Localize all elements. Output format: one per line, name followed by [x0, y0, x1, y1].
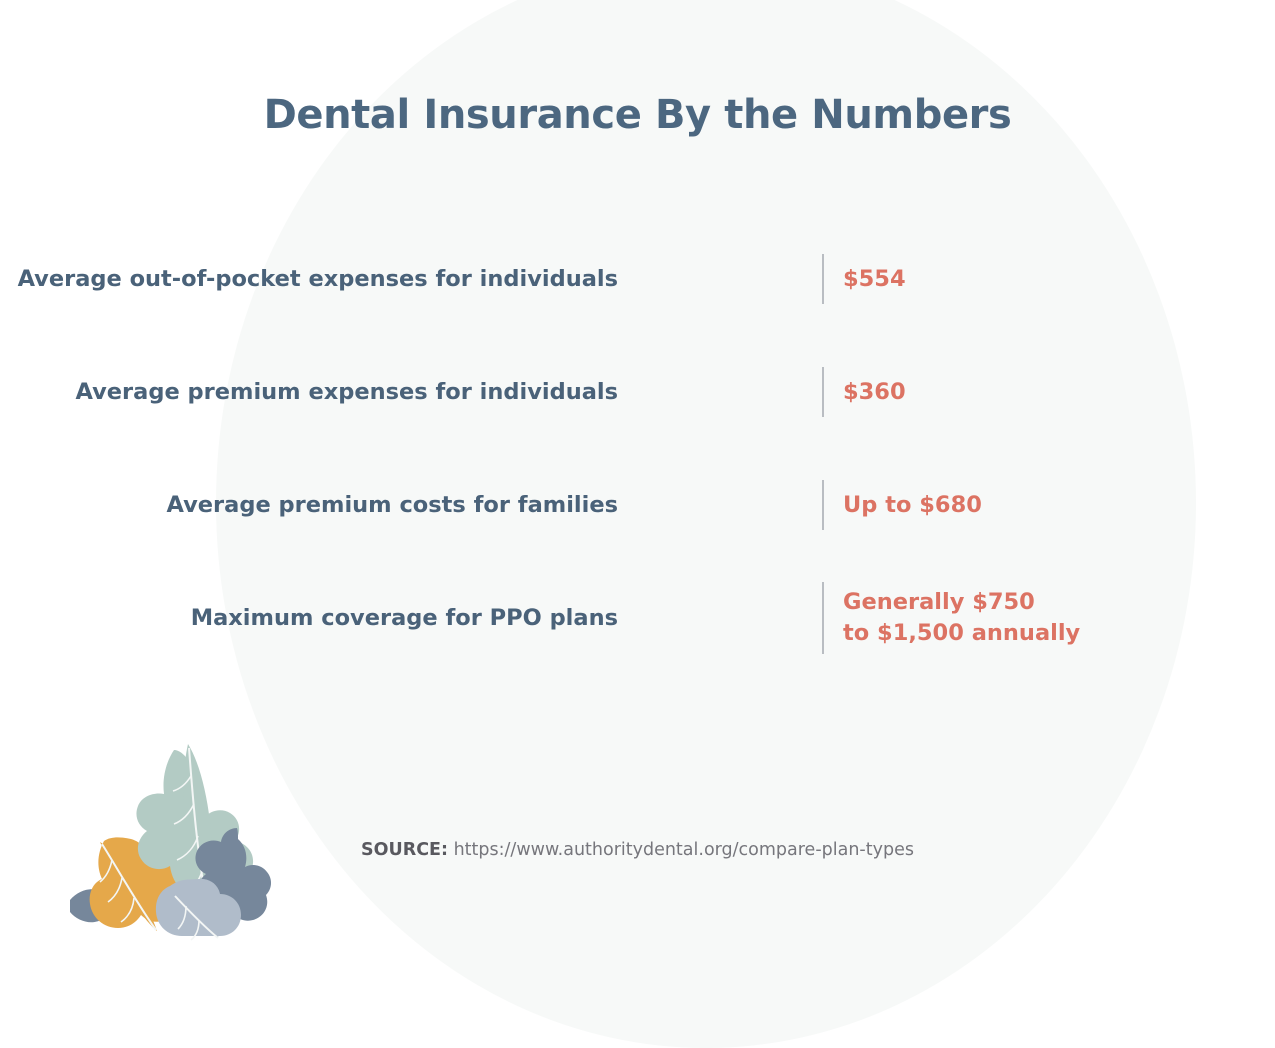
background-blob: [216, 0, 1196, 1048]
source-url: https://www.authoritydental.org/compare-…: [453, 840, 914, 860]
stat-value: Up to $680: [843, 492, 982, 518]
stat-row: Average out-of-pocket expenses for indiv…: [0, 248, 1275, 361]
stat-label: Average premium costs for families: [166, 492, 618, 518]
source-line: SOURCE: https://www.authoritydental.org/…: [0, 840, 1275, 860]
stats-list: Average out-of-pocket expenses for indiv…: [0, 248, 1275, 700]
stat-label: Maximum coverage for PPO plans: [190, 605, 618, 631]
stat-row: Average premium costs for families Up to…: [0, 474, 1275, 587]
stat-divider: [822, 480, 824, 530]
stat-value: Generally $750 to $1,500 annually: [843, 581, 1080, 655]
stat-value: $554: [843, 266, 906, 292]
leaf-vein-detail: [120, 897, 135, 923]
leaf-vein-detail: [172, 775, 192, 792]
stat-divider: [822, 582, 824, 654]
stat-row: Average premium expenses for individuals…: [0, 361, 1275, 474]
stat-value: $360: [843, 379, 906, 405]
leaf-gold-feather-vein: [101, 843, 157, 931]
stat-divider: [822, 254, 824, 304]
leaf-vein-detail: [176, 835, 199, 861]
stat-value-line: to $1,500 annually: [843, 620, 1081, 646]
source-label: SOURCE:: [361, 840, 449, 860]
stat-row: Maximum coverage for PPO plans Generally…: [0, 582, 1275, 700]
plant-leaves-illustration: [70, 744, 272, 941]
leaf-vein-detail: [177, 905, 187, 930]
leaf-vein-detail: [190, 919, 200, 941]
stat-value-line: Generally $750: [843, 589, 1035, 615]
page-title: Dental Insurance By the Numbers: [263, 92, 1012, 138]
stat-label: Average out-of-pocket expenses for indiv…: [17, 266, 618, 292]
leaf-vein-detail: [107, 877, 123, 903]
stat-label: Average premium expenses for individuals: [75, 379, 618, 405]
leaf-vein-detail: [173, 803, 195, 825]
leaf-lightblue-feather: [174, 888, 220, 937]
stat-divider: [822, 367, 824, 417]
leaf-vein-detail: [99, 859, 113, 883]
leaf-lightblue-vein: [174, 895, 219, 939]
infographic-content: Dental Insurance By the Numbers Average …: [0, 92, 1275, 860]
